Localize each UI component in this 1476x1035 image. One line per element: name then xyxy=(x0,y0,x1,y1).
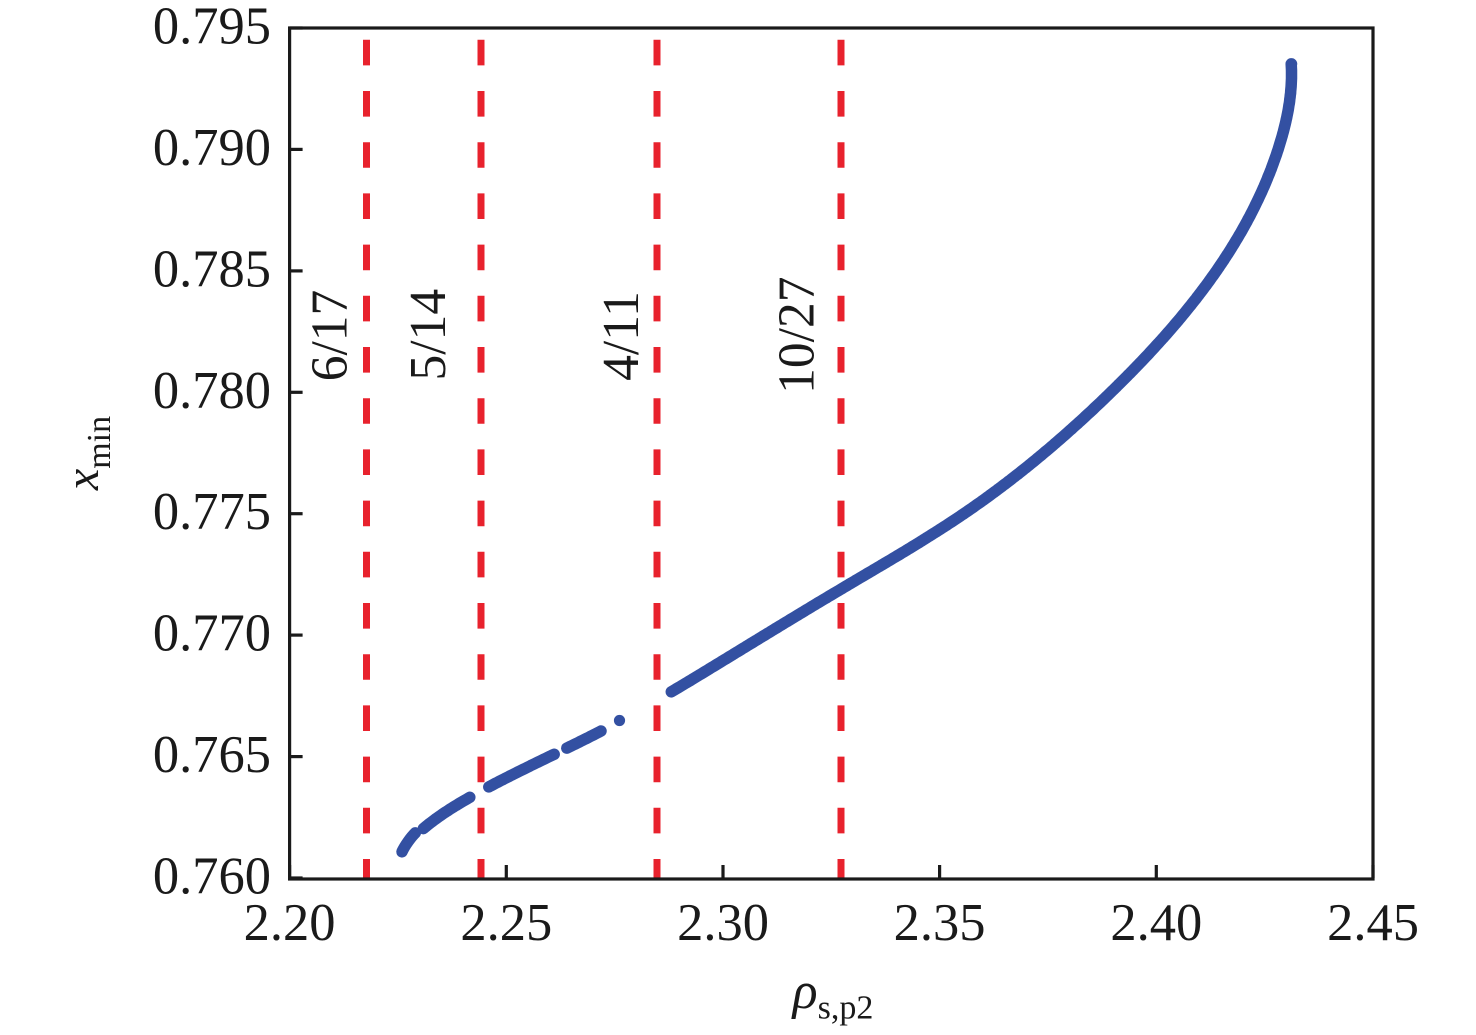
svg-text:6/17: 6/17 xyxy=(302,290,359,382)
svg-text:0.775: 0.775 xyxy=(153,483,271,541)
svg-text:0.770: 0.770 xyxy=(153,605,271,663)
svg-text:2.35: 2.35 xyxy=(894,894,986,952)
svg-text:0.765: 0.765 xyxy=(153,726,271,784)
svg-text:0.780: 0.780 xyxy=(153,362,271,420)
svg-text:0.795: 0.795 xyxy=(153,0,271,56)
svg-text:2.25: 2.25 xyxy=(460,894,552,952)
svg-text:2.20: 2.20 xyxy=(244,894,336,952)
svg-text:5/14: 5/14 xyxy=(400,289,457,381)
svg-text:2.45: 2.45 xyxy=(1327,894,1419,952)
svg-text:0.760: 0.760 xyxy=(153,848,271,906)
svg-text:2.40: 2.40 xyxy=(1110,894,1202,952)
svg-text:4/11: 4/11 xyxy=(593,291,650,381)
svg-text:2.30: 2.30 xyxy=(677,894,769,952)
svg-text:0.790: 0.790 xyxy=(153,119,271,177)
svg-text:0.785: 0.785 xyxy=(153,240,271,298)
svg-text:10/27: 10/27 xyxy=(769,277,826,394)
